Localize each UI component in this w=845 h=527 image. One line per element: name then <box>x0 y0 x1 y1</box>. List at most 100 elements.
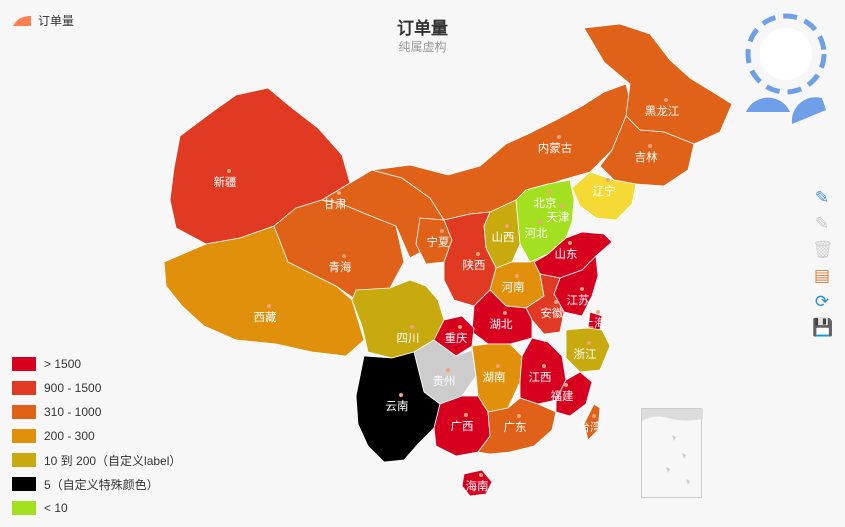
range-legend: > 1500 900 - 1500 310 - 1000 200 - 300 10 到 … <box>12 352 181 520</box>
range-legend-label: 5（自定义特殊颜色） <box>44 477 159 492</box>
province-label-heilongjiang: 黑龙江 <box>645 105 680 118</box>
province-marker-hubei <box>503 311 507 315</box>
province-label-qinghai: 青海 <box>329 260 352 274</box>
south-china-sea-inset <box>641 408 703 498</box>
province-label-hainan: 海南 <box>466 479 489 493</box>
province-marker-guangxi <box>464 413 468 417</box>
province-hainan[interactable] <box>461 469 493 497</box>
province-marker-henan <box>515 274 519 278</box>
range-legend-swatch <box>12 429 36 443</box>
province-liaoning[interactable] <box>571 171 637 221</box>
province-label-jilin: 吉林 <box>635 150 658 164</box>
province-guangdong[interactable] <box>477 397 557 455</box>
province-marker-sichuan <box>410 325 414 329</box>
range-legend-swatch <box>12 357 36 371</box>
province-label-guangxi: 广西 <box>451 420 474 433</box>
province-qinghai[interactable] <box>273 199 405 301</box>
province-label-yunnan: 云南 <box>386 399 409 413</box>
province-zhejiang[interactable] <box>565 327 611 373</box>
range-legend-label: 10 到 200（自定义label） <box>44 453 182 468</box>
province-yunnan[interactable] <box>355 351 441 463</box>
toolbox: ✎ ✎ 🗑 ▤ ⟳ 💾 <box>812 188 834 338</box>
province-marker-yunnan <box>399 393 403 397</box>
province-hunan[interactable] <box>471 343 523 413</box>
province-label-sichuan: 四川 <box>397 332 420 345</box>
province-marker-fujian <box>564 383 568 387</box>
province-xizang[interactable] <box>163 225 365 357</box>
save-icon[interactable]: 💾 <box>812 318 834 337</box>
province-label-shanxi: 山西 <box>492 231 515 244</box>
province-label-guangdong: 广东 <box>504 421 527 434</box>
province-label-tianjin: 天津 <box>547 211 570 224</box>
province-anhui[interactable] <box>525 273 565 335</box>
province-marker-hebei <box>538 220 542 224</box>
province-label-beijing: 北京 <box>534 196 557 210</box>
province-hubei[interactable] <box>471 289 533 345</box>
province-label-ningxia: 宁夏 <box>427 235 450 249</box>
province-marker-ningxia <box>440 229 444 233</box>
series-legend-swatch <box>13 15 31 26</box>
province-label-henan: 河南 <box>502 280 525 294</box>
province-label-anhui: 安徽 <box>541 306 564 320</box>
province-marker-hunan <box>496 364 500 368</box>
range-legend-item[interactable]: 5（自定义特殊颜色） <box>12 472 181 496</box>
map-subtitle: 纯属虚构 <box>398 40 447 54</box>
province-label-gansu: 甘肃 <box>324 198 347 211</box>
roam-controller[interactable] <box>742 12 832 132</box>
restore-trash-icon[interactable]: 🗑 <box>812 240 834 259</box>
province-marker-liaoning <box>606 178 610 182</box>
province-heilongjiang[interactable] <box>583 23 733 145</box>
zoom-out-icon[interactable]: ✎ <box>814 214 830 233</box>
range-legend-item[interactable]: > 1500 <box>12 352 181 376</box>
range-legend-item[interactable]: < 10 <box>12 496 181 520</box>
province-label-jiangxi: 江西 <box>529 371 552 384</box>
province-marker-jiangxi <box>542 364 546 368</box>
province-marker-xinjiang <box>227 169 231 173</box>
province-label-shandong: 山东 <box>555 248 578 261</box>
province-marker-heilongjiang <box>664 98 668 102</box>
range-legend-swatch <box>12 501 36 515</box>
province-label-hebei: 河北 <box>525 227 548 240</box>
data-view-icon[interactable]: ▤ <box>813 266 831 285</box>
province-marker-jiangsu <box>580 287 584 291</box>
province-marker-shanxi <box>505 224 509 228</box>
province-label-taiwan: 台湾 <box>579 420 602 434</box>
zoom-in-icon[interactable]: ✎ <box>814 188 830 207</box>
range-legend-item[interactable]: 200 - 300 <box>12 424 181 448</box>
series-legend[interactable]: 订单量 <box>12 12 74 29</box>
range-legend-label: 310 - 1000 <box>44 405 102 419</box>
province-jilin[interactable] <box>599 115 695 187</box>
province-marker-gansu <box>337 191 341 195</box>
province-marker-xizang <box>267 304 271 308</box>
range-legend-label: < 10 <box>44 501 68 515</box>
province-marker-shaanxi <box>476 252 480 256</box>
range-legend-label: 900 - 1500 <box>44 381 102 395</box>
province-label-jiangsu: 江苏 <box>567 294 590 307</box>
province-fujian[interactable] <box>555 371 593 417</box>
range-legend-swatch <box>12 405 36 419</box>
range-legend-item[interactable]: 310 - 1000 <box>12 400 181 424</box>
province-marker-guangdong <box>517 414 521 418</box>
refresh-icon[interactable]: ⟳ <box>814 292 830 311</box>
province-marker-jilin <box>648 144 652 148</box>
province-marker-zhejiang <box>587 341 591 345</box>
province-label-liaoning: 辽宁 <box>593 184 616 198</box>
province-marker-tianjin <box>560 204 564 208</box>
province-marker-chongqing <box>458 325 462 329</box>
province-label-xizang: 西藏 <box>254 311 277 324</box>
province-marker-qinghai <box>342 254 346 258</box>
province-marker-shandong <box>568 241 572 245</box>
province-label-hunan: 湖南 <box>483 370 506 384</box>
range-legend-label: 200 - 300 <box>44 429 95 443</box>
province-label-hubei: 湖北 <box>490 317 513 331</box>
province-label-chongqing: 重庆 <box>445 331 468 345</box>
range-legend-swatch <box>12 477 36 491</box>
range-legend-item[interactable]: 900 - 1500 <box>12 376 181 400</box>
province-taiwan[interactable] <box>583 403 601 441</box>
province-label-fujian: 福建 <box>551 389 574 403</box>
province-label-neimenggu: 内蒙古 <box>538 141 573 155</box>
range-legend-item[interactable]: 10 到 200（自定义label） <box>12 448 181 472</box>
province-label-shanghai: 上海 <box>583 316 606 330</box>
province-label-zhejiang: 浙江 <box>574 348 597 361</box>
